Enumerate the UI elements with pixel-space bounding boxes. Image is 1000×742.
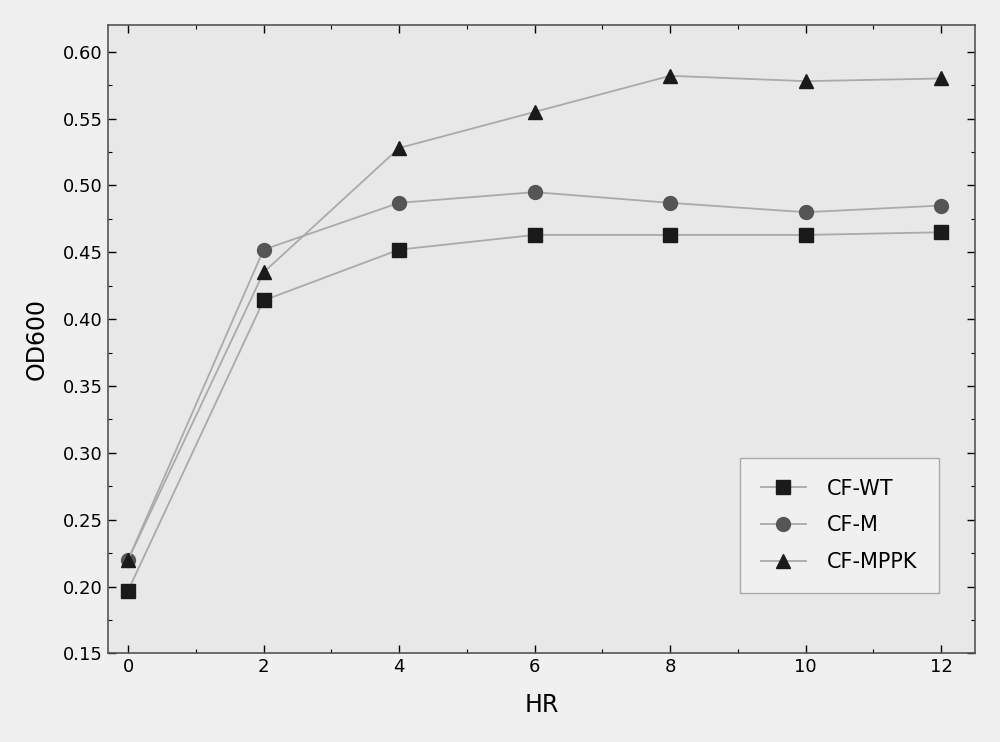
CF-WT <box>935 228 947 237</box>
CF-M <box>393 198 405 207</box>
CF-M <box>529 188 541 197</box>
CF-MPPK <box>258 268 270 277</box>
CF-WT <box>529 231 541 240</box>
Line: CF-MPPK: CF-MPPK <box>121 69 948 567</box>
CF-WT <box>122 586 134 595</box>
CF-M <box>664 198 676 207</box>
CF-WT <box>258 296 270 305</box>
CF-WT <box>393 245 405 254</box>
CF-MPPK <box>393 143 405 152</box>
CF-M <box>122 556 134 565</box>
CF-MPPK <box>664 71 676 80</box>
Line: CF-M: CF-M <box>121 186 948 567</box>
CF-MPPK <box>529 108 541 116</box>
X-axis label: HR: HR <box>524 693 559 717</box>
Y-axis label: OD600: OD600 <box>25 298 49 380</box>
CF-WT <box>664 231 676 240</box>
Legend: CF-WT, CF-M, CF-MPPK: CF-WT, CF-M, CF-MPPK <box>740 458 939 593</box>
CF-WT <box>800 231 812 240</box>
CF-MPPK <box>800 76 812 85</box>
CF-MPPK <box>935 74 947 83</box>
CF-MPPK <box>122 556 134 565</box>
CF-M <box>800 208 812 217</box>
Line: CF-WT: CF-WT <box>121 226 948 597</box>
CF-M <box>935 201 947 210</box>
CF-M <box>258 245 270 254</box>
